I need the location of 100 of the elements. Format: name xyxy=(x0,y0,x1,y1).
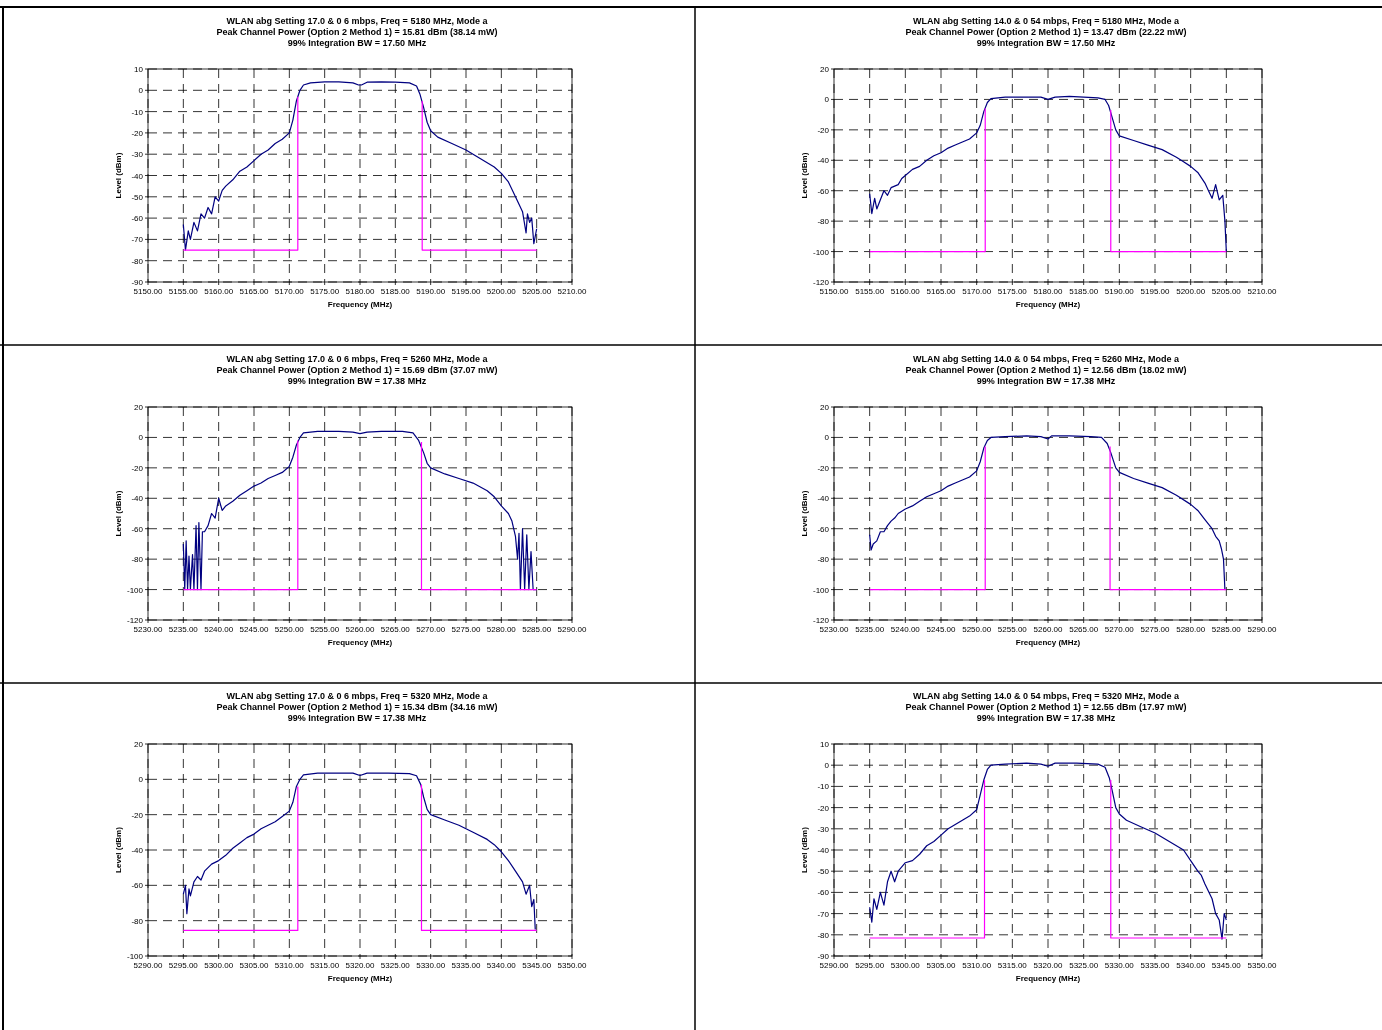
chart-subtitle: Peak Channel Power (Option 2 Method 1) = 13.47 dBm (22.22 mW) xyxy=(905,27,1187,37)
y-tick-label: 0 xyxy=(824,433,830,443)
x-tick-label: 5255.00 xyxy=(310,625,340,634)
x-tick-label: 5325.00 xyxy=(380,961,411,970)
y-tick-label: -20 xyxy=(131,463,144,473)
x-tick-label: 5295.00 xyxy=(855,961,885,970)
text: 99% Integration BW = 17.50 MHz xyxy=(976,38,1116,48)
x-tick-label: 5300.00 xyxy=(890,961,921,970)
y-tick-label: -60 xyxy=(131,214,144,224)
text: 99% Integration BW = 17.38 MHz xyxy=(287,376,427,386)
y-axis-title: Level (dBm) xyxy=(800,152,809,199)
x-axis-title: Frequency (MHz) xyxy=(327,300,393,309)
x-tick-label: 5350.00 xyxy=(1247,961,1278,970)
y-tick-label: -120 xyxy=(812,278,830,287)
x-tick-label: 5270.00 xyxy=(416,625,446,634)
x-tick-label: 5190.00 xyxy=(416,287,446,296)
y-tick-label: -40 xyxy=(817,494,830,504)
y-tick-label: -50 xyxy=(817,867,830,877)
x-tick-label: 5335.00 xyxy=(451,961,482,970)
x-tick-label: 5200.00 xyxy=(486,287,517,296)
y-tick-label: -60 xyxy=(817,186,830,196)
y-tick-label: 0 xyxy=(138,86,144,96)
y-tick-label: 10 xyxy=(134,65,144,74)
x-tick-label: 5290.00 xyxy=(819,961,850,970)
x-axis-title: Frequency (MHz) xyxy=(327,638,393,647)
chart-title: WLAN abg Setting 17.0 & 0 6 mbps, Freq = 5260 MHz, Mode a xyxy=(226,354,489,364)
chart-title: WLAN abg Setting 14.0 & 0 54 mbps, Freq = 5320 MHz, Mode a xyxy=(913,691,1180,701)
x-tick-label: 5250.00 xyxy=(274,625,305,634)
y-tick-label: -80 xyxy=(817,930,830,940)
x-tick-label: 5240.00 xyxy=(890,625,921,634)
chart-title: WLAN abg Setting 17.0 & 0 6 mbps, Freq = 5320 MHz, Mode a xyxy=(226,691,489,701)
chart-subtitle: Peak Channel Power (Option 2 Method 1) = 15.69 dBm (37.07 mW) xyxy=(216,365,498,375)
x-tick-label: 5240.00 xyxy=(204,625,234,634)
x-tick-label: 5180.00 xyxy=(1033,287,1064,296)
x-tick-label: 5260.00 xyxy=(345,625,376,634)
x-tick-label: 5305.00 xyxy=(926,961,957,970)
x-tick-label: 5230.00 xyxy=(819,625,850,634)
x-tick-label: 5150.00 xyxy=(133,287,164,296)
x-tick-label: 5295.00 xyxy=(168,961,199,970)
x-tick-label: 5300.00 xyxy=(204,961,234,970)
x-tick-label: 5310.00 xyxy=(962,961,992,970)
text: 99% Integration BW = 17.50 MHz xyxy=(287,38,427,48)
x-tick-label: 5195.00 xyxy=(1140,287,1171,296)
y-tick-label: -90 xyxy=(131,278,144,287)
y-tick-label: 0 xyxy=(824,761,830,771)
chart-title: WLAN abg Setting 14.0 & 0 54 mbps, Freq = 5260 MHz, Mode a xyxy=(913,354,1180,364)
y-axis-title: Level (dBm) xyxy=(114,152,123,199)
y-tick-label: -80 xyxy=(817,555,830,565)
y-tick-label: -30 xyxy=(817,824,830,834)
x-tick-label: 5340.00 xyxy=(486,961,517,970)
x-tick-label: 5345.00 xyxy=(1211,961,1242,970)
x-tick-label: 5265.00 xyxy=(380,625,411,634)
x-tick-label: 5275.00 xyxy=(451,625,482,634)
x-tick-label: 5200.00 xyxy=(1176,287,1206,296)
y-tick-label: -40 xyxy=(131,494,144,504)
y-tick-label: -100 xyxy=(126,952,144,961)
y-tick-label: -120 xyxy=(812,616,830,625)
y-tick-label: -20 xyxy=(131,128,144,138)
y-axis-title: Level (dBm) xyxy=(800,490,809,537)
x-tick-label: 5190.00 xyxy=(1104,287,1135,296)
y-tick-label: -100 xyxy=(812,247,830,257)
y-tick-label: -10 xyxy=(817,782,830,792)
x-tick-label: 5160.00 xyxy=(890,287,921,296)
y-tick-label: -40 xyxy=(817,156,830,166)
y-tick-label: -20 xyxy=(817,463,830,473)
x-tick-label: 5290.00 xyxy=(557,625,588,634)
y-axis-title: Level (dBm) xyxy=(114,826,123,873)
y-tick-label: -20 xyxy=(817,125,830,135)
x-tick-label: 5280.00 xyxy=(1176,625,1206,634)
x-tick-label: 5345.00 xyxy=(522,961,552,970)
text: 99% Integration BW = 17.38 MHz xyxy=(976,376,1116,386)
y-tick-label: -60 xyxy=(817,888,830,898)
x-tick-label: 5315.00 xyxy=(310,961,340,970)
x-tick-label: 5280.00 xyxy=(486,625,517,634)
chart-title: WLAN abg Setting 17.0 & 0 6 mbps, Freq = 5180 MHz, Mode a xyxy=(226,16,489,26)
y-tick-label: -10 xyxy=(131,107,144,117)
y-tick-label: 20 xyxy=(134,403,144,412)
y-tick-label: 0 xyxy=(138,433,144,443)
y-tick-label: 10 xyxy=(820,740,830,749)
y-tick-label: -100 xyxy=(126,585,144,595)
y-tick-label: 20 xyxy=(820,65,830,74)
x-tick-label: 5270.00 xyxy=(1104,625,1135,634)
y-axis-title: Level (dBm) xyxy=(800,826,809,873)
y-tick-label: -60 xyxy=(817,524,830,534)
x-tick-label: 5285.00 xyxy=(522,625,552,634)
y-tick-label: -20 xyxy=(817,803,830,813)
y-tick-label: -40 xyxy=(817,846,830,855)
x-tick-label: 5155.00 xyxy=(168,287,199,296)
y-tick-label: -100 xyxy=(812,585,830,595)
x-tick-label: 5235.00 xyxy=(855,625,885,634)
x-tick-label: 5180.00 xyxy=(345,287,376,296)
text: 99% Integration BW = 17.38 MHz xyxy=(287,713,427,723)
x-tick-label: 5325.00 xyxy=(1069,961,1099,970)
chart-subtitle: Peak Channel Power (Option 2 Method 1) = 15.34 dBm (34.16 mW) xyxy=(216,702,498,712)
x-tick-label: 5235.00 xyxy=(168,625,199,634)
x-tick-label: 5245.00 xyxy=(926,625,957,634)
x-tick-label: 5195.00 xyxy=(451,287,482,296)
y-tick-label: -40 xyxy=(131,846,144,855)
x-tick-label: 5170.00 xyxy=(962,287,992,296)
y-tick-label: -80 xyxy=(131,555,144,565)
